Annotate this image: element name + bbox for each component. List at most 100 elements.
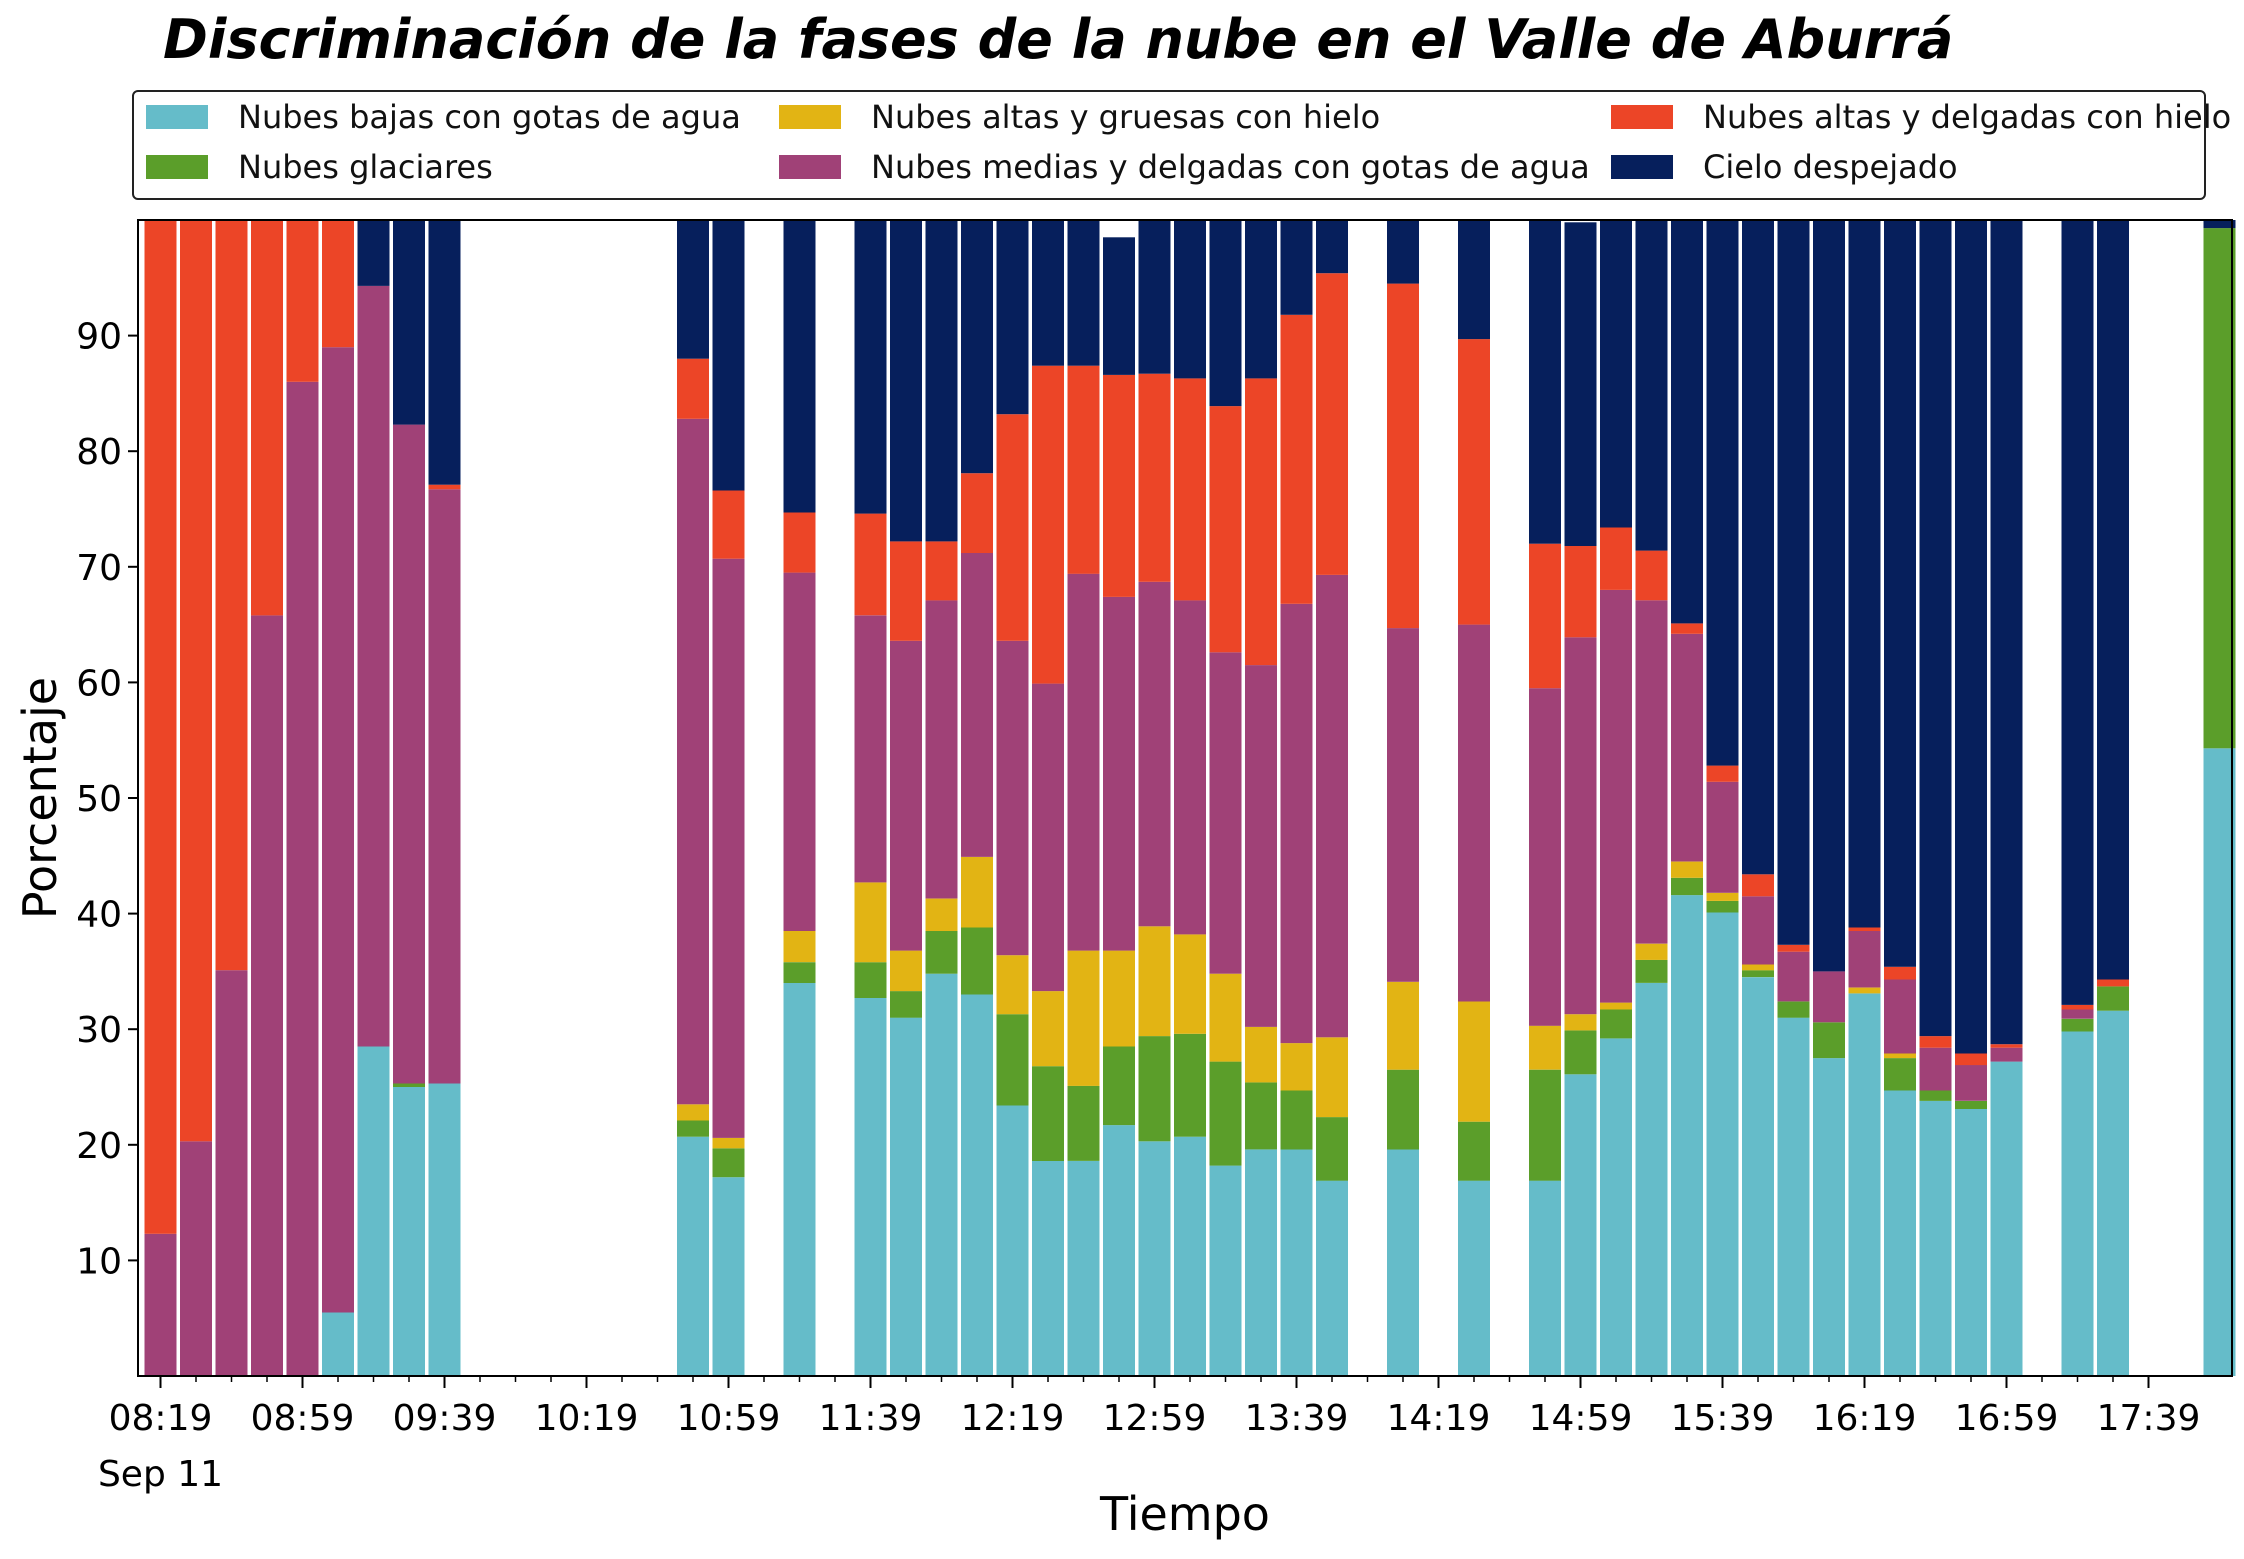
bar-segment <box>2097 1010 2129 1376</box>
x-tick-label: 11:39 <box>819 1398 923 1439</box>
bar-segment <box>783 962 816 983</box>
bar-segment <box>393 1083 425 1087</box>
legend-swatch <box>146 155 208 179</box>
bar-segment <box>1813 1058 1845 1376</box>
x-tick-label: 12:19 <box>961 1398 1065 1439</box>
x-tick-label: 16:59 <box>1955 1398 2059 1439</box>
bar-segment <box>1919 220 1952 1037</box>
bar-segment <box>1458 1180 1490 1376</box>
bar-segment <box>1600 527 1632 590</box>
bar-segment <box>357 285 390 1047</box>
x-tick-label: 13:39 <box>1245 1398 1349 1439</box>
bar-segment <box>1955 220 1987 1054</box>
bar-segment <box>1742 896 1774 965</box>
bar-segment <box>1138 926 1171 1037</box>
x-tick-label: 10:59 <box>677 1398 781 1439</box>
x-tick-label: 16:19 <box>1813 1398 1917 1439</box>
x-tick-label: 14:19 <box>1387 1398 1491 1439</box>
bar-segment <box>1742 977 1774 1376</box>
bar-segment <box>712 558 745 1138</box>
bar-segment <box>1600 1038 1632 1376</box>
legend-item-despejado: Cielo despejado <box>1611 147 1958 187</box>
bar-segment <box>1600 220 1632 528</box>
x-date-label: Sep 11 <box>98 1454 223 1495</box>
x-tick-label: 10:19 <box>535 1398 639 1439</box>
bar-segment <box>677 358 709 419</box>
bar-segment <box>1600 1002 1632 1010</box>
bar-segment <box>1245 665 1277 1027</box>
bar-segment <box>1955 1065 1987 1101</box>
bar-segment <box>1209 1061 1242 1166</box>
bar-segment <box>961 473 993 553</box>
bar-segment <box>1387 1069 1419 1150</box>
bar-segment <box>1884 1058 1916 1091</box>
bar-segment <box>1138 1036 1171 1142</box>
bar-segment <box>1742 220 1774 875</box>
legend-label: Nubes glaciares <box>238 148 493 186</box>
x-tick-label: 09:39 <box>393 1398 497 1439</box>
bar-segment <box>1174 934 1206 1034</box>
y-axis-label: Porcentaje <box>13 677 67 919</box>
bar-segment <box>1529 543 1561 689</box>
bar-segment <box>1706 900 1739 913</box>
bar-segment <box>1032 991 1064 1067</box>
bar-segment <box>1777 951 1810 1002</box>
bar-segment <box>2097 986 2129 1011</box>
bar-segment <box>1777 220 1810 945</box>
bar-segment <box>2061 1004 2094 1010</box>
bar-segment <box>286 381 319 1376</box>
bar-segment <box>357 220 390 286</box>
y-tick-label: 70 <box>76 548 122 589</box>
bar-segment <box>854 882 887 963</box>
legend-label: Nubes bajas con gotas de agua <box>238 98 741 136</box>
bar-segment <box>1529 1069 1561 1181</box>
bar-segment <box>1848 927 1881 931</box>
bar-segment <box>357 1046 390 1376</box>
bar-segment <box>1316 220 1348 274</box>
bar-segment <box>1067 365 1100 574</box>
bar-segment <box>925 898 958 931</box>
bar-segment <box>783 220 816 513</box>
bar-segment <box>854 220 887 514</box>
bar-segment <box>1067 220 1100 366</box>
bar-segment <box>1671 861 1703 878</box>
bar-segment <box>961 927 993 995</box>
y-axis: 10 20 30 40 50 60 70 80 90 <box>76 317 138 1282</box>
bar-segment <box>1955 1109 1987 1376</box>
bar-segment <box>1280 1090 1313 1150</box>
bar-segment <box>428 1083 461 1376</box>
bar-segment <box>1067 950 1100 1086</box>
bar-segment <box>393 424 425 1084</box>
bar-segment <box>677 1136 709 1376</box>
bar-segment <box>1032 1066 1064 1161</box>
bar-segment <box>1671 220 1703 624</box>
bar-segment <box>1316 1180 1348 1376</box>
bar-segment <box>428 489 461 1084</box>
bar-segment <box>1848 987 1881 994</box>
bar-segment <box>1813 971 1845 1023</box>
legend-label: Nubes medias y delgadas con gotas de agu… <box>871 148 1590 186</box>
bar-segment <box>215 970 248 1376</box>
x-axis-label: Tiempo <box>1099 1487 1270 1541</box>
bar-segment <box>2203 220 2236 229</box>
bar-segment <box>1458 339 1490 625</box>
bar-segment <box>1884 979 1916 1054</box>
y-tick-label: 90 <box>76 317 122 358</box>
bar-segment <box>144 220 177 1234</box>
bar-segment <box>996 640 1029 956</box>
bar-segment <box>215 220 248 971</box>
bar-segment <box>1387 628 1419 982</box>
bar-segment <box>1103 596 1135 951</box>
bar-segment <box>1138 220 1171 374</box>
legend-item-glaciares: Nubes glaciares <box>146 147 493 187</box>
bar-segment <box>1138 581 1171 927</box>
bar-segment <box>1280 1043 1313 1091</box>
bar-segment <box>1635 983 1668 1376</box>
bar-segment <box>2097 979 2129 987</box>
bar-segment <box>1742 874 1774 897</box>
bar-segment <box>712 490 745 559</box>
bar-segment <box>961 994 993 1376</box>
bar-segment <box>1777 1001 1810 1018</box>
bar-segment <box>1742 964 1774 971</box>
legend-label: Cielo despejado <box>1703 148 1958 186</box>
